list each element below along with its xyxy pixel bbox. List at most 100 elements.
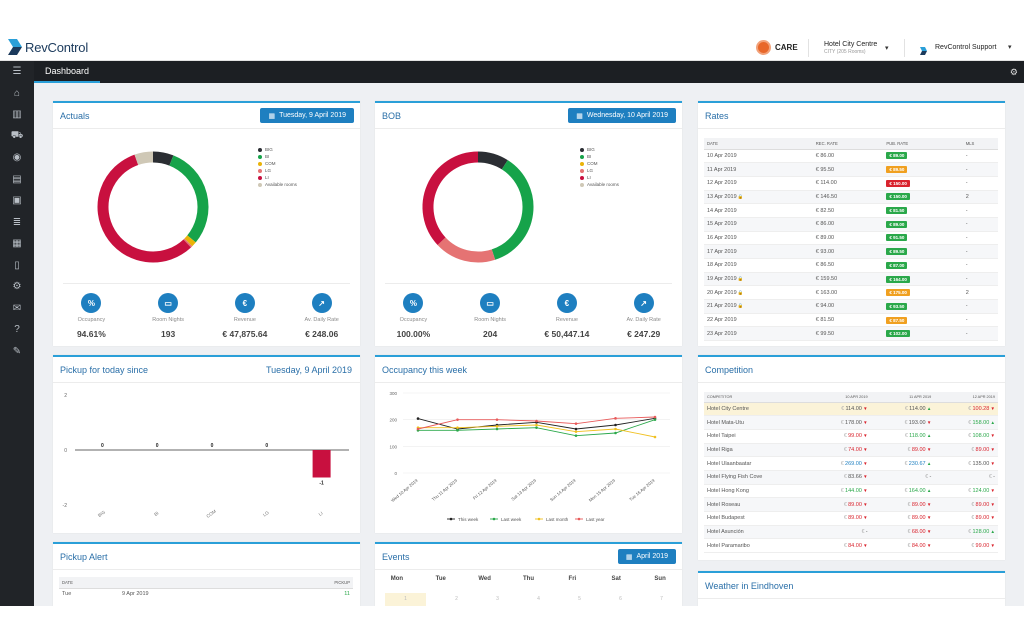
competitor-name[interactable]: Hotel Flying Fish Cove — [704, 470, 807, 485]
donut-slice-li[interactable] — [422, 151, 479, 245]
donut-slice-lg[interactable] — [183, 238, 193, 248]
data-point[interactable] — [574, 430, 578, 433]
data-point[interactable] — [495, 427, 499, 431]
data-point[interactable] — [495, 425, 499, 428]
legend-item[interactable]: LG — [258, 167, 297, 174]
table-row[interactable]: 20 Apr 2019 🔒 € 163.00 € 175.00 2 — [704, 285, 998, 301]
table-row[interactable]: 10 Apr 2019 € 86.00 € 89.00 - — [704, 149, 998, 164]
data-point[interactable] — [416, 417, 420, 420]
table-row[interactable]: Hotel Asunción € - € 68.00 ▼ € 128.00 ▲ — [704, 525, 998, 540]
calendar-icon[interactable]: ▦ — [12, 238, 22, 250]
table-row[interactable]: Tue 9 Apr 2019 11 — [59, 588, 353, 600]
table-row[interactable]: 12 Apr 2019 € 114.00 € 150.00 - — [704, 176, 998, 191]
legend-item[interactable]: BIG — [580, 146, 619, 153]
table-row[interactable]: Hotel Ulaanbaatar € 269.00 ▼ € 230.67 ▲ € 1… — [704, 456, 998, 471]
table-row[interactable]: Hotel Flying Fish Cove € 83.66 ▼ € - € - — [704, 470, 998, 485]
hotel-selector[interactable]: Hotel City Centre CITY (205 Rooms) — [824, 41, 877, 55]
chevron-down-icon[interactable]: ▾ — [885, 45, 889, 52]
table-row[interactable]: 15 Apr 2019 € 86.00 € 89.00 - — [704, 217, 998, 232]
table-row[interactable]: Hotel Riga € 74.00 ▼ € 89.00 ▼ € 89.00 ▼ — [704, 443, 998, 458]
date-cell[interactable]: 21 Apr 2019 🔒 — [704, 299, 813, 314]
table-row[interactable]: 21 Apr 2019 🔒 € 94.00 € 93.50 - — [704, 299, 998, 314]
settings-cogs-icon[interactable]: ⚙ — [1009, 67, 1018, 77]
bob-date-button[interactable]: ▦ Wednesday, 10 April 2019 — [568, 108, 676, 123]
date-cell[interactable]: 17 Apr 2019 — [704, 244, 813, 259]
pub-rate-badge[interactable]: € 87.00 — [886, 261, 908, 269]
menu-icon[interactable]: ☰ — [12, 66, 22, 78]
legend-item[interactable]: BI — [580, 153, 619, 160]
legend-item[interactable]: COM — [580, 160, 619, 167]
calendar-day[interactable]: 7 — [660, 596, 663, 602]
logo[interactable]: RevControl — [8, 39, 88, 55]
table-row[interactable]: Hotel Budapest € 89.00 ▼ € 89.00 ▼ € 89.00 … — [704, 511, 998, 526]
briefcase-icon[interactable]: ▣ — [12, 195, 22, 207]
legend-item[interactable]: COM — [258, 160, 297, 167]
mail-icon[interactable]: ✉ — [12, 302, 22, 314]
chart-icon[interactable]: ▥ — [12, 109, 22, 121]
competitor-name[interactable]: Hotel Mata-Utu — [704, 415, 807, 430]
legend-item[interactable]: BIG — [258, 146, 297, 153]
pub-rate-badge[interactable]: € 89.50 — [886, 248, 908, 256]
data-point[interactable] — [574, 434, 578, 437]
pub-rate-badge[interactable]: € 150.00 — [886, 179, 910, 187]
competitor-name[interactable]: Hotel Ulaanbaatar — [704, 456, 807, 471]
table-row[interactable]: Hotel Hong Kong € 144.00 ▼ € 164.00 ▲ € 124… — [704, 484, 998, 499]
calendar-day[interactable]: 5 — [578, 596, 581, 602]
date-cell[interactable]: 18 Apr 2019 — [704, 258, 813, 273]
chevron-down-icon[interactable]: ▾ — [1008, 44, 1012, 51]
edit-icon[interactable]: ✎ — [12, 345, 22, 357]
donut-slice-big[interactable] — [477, 151, 508, 170]
donut-slice-available-rooms[interactable] — [134, 151, 154, 166]
table-row[interactable]: Hotel City Centre € 114.00 ▼ € 114.00 ▲ € 1… — [704, 402, 998, 417]
legend-item[interactable]: BI — [258, 153, 297, 160]
home-icon[interactable]: ⌂ — [13, 87, 21, 99]
calculator-icon[interactable]: ▤ — [12, 173, 22, 185]
date-cell[interactable]: 10 Apr 2019 — [704, 149, 813, 164]
help-icon[interactable]: ? — [14, 324, 20, 336]
pub-rate-badge[interactable]: € 164.00 — [886, 275, 910, 283]
data-point[interactable] — [614, 431, 617, 435]
table-row[interactable]: 23 Apr 2019 € 99.50 € 102.00 - — [704, 326, 998, 342]
date-cell[interactable]: 13 Apr 2019 🔒 — [704, 190, 813, 205]
pub-rate-badge[interactable]: € 81.50 — [886, 207, 908, 215]
calendar-day[interactable]: 1 — [385, 593, 426, 606]
data-point[interactable] — [574, 427, 578, 431]
layers-icon[interactable]: ≣ — [12, 216, 22, 228]
table-row[interactable]: Hotel Mata-Utu € 178.00 ▼ € 193.00 ▼ € 158.… — [704, 415, 998, 430]
table-row[interactable]: 22 Apr 2019 € 81.50 € 87.50 - — [704, 313, 998, 328]
donut-slice-com[interactable] — [184, 235, 196, 247]
table-row[interactable]: 13 Apr 2019 🔒 € 146.50 € 150.00 2 — [704, 190, 998, 205]
competitor-name[interactable]: Hotel Asunción — [704, 525, 807, 540]
eye-icon[interactable]: ◉ — [12, 152, 22, 164]
competitor-name[interactable]: Hotel Riga — [704, 443, 807, 458]
pub-rate-badge[interactable]: € 89.50 — [886, 166, 908, 174]
competitor-name[interactable]: Hotel City Centre — [704, 402, 807, 417]
competitor-name[interactable]: Hotel Paramaribo — [704, 538, 807, 554]
competitor-name[interactable]: Hotel Hong Kong — [704, 484, 807, 499]
legend-item[interactable]: LI — [580, 174, 619, 181]
care-button[interactable]: CARE — [756, 40, 798, 55]
data-point[interactable] — [653, 418, 657, 421]
tab-dashboard[interactable]: Dashboard — [34, 61, 100, 83]
competitor-name[interactable]: Hotel Roseau — [704, 497, 807, 512]
cogs-icon[interactable]: ⚙ — [12, 281, 22, 293]
data-point[interactable] — [535, 426, 538, 429]
data-point[interactable] — [456, 418, 459, 421]
table-row[interactable]: 17 Apr 2019 € 93.00 € 89.50 - — [704, 244, 998, 259]
table-row[interactable]: 11 Apr 2019 € 95.50 € 89.50 - — [704, 162, 998, 177]
calendar-day[interactable]: 2 — [455, 596, 458, 602]
pub-rate-badge[interactable]: € 89.00 — [886, 220, 908, 228]
calendar-day[interactable]: 4 — [537, 596, 540, 602]
pub-rate-badge[interactable]: € 89.00 — [886, 152, 908, 160]
data-point[interactable] — [653, 415, 657, 419]
pub-rate-badge[interactable]: € 91.50 — [886, 234, 908, 242]
actuals-date-button[interactable]: ▦ Tuesday, 9 April 2019 — [260, 108, 354, 123]
competitor-name[interactable]: Hotel Budapest — [704, 511, 807, 526]
date-cell[interactable]: 23 Apr 2019 — [704, 326, 813, 342]
data-point[interactable] — [653, 435, 657, 439]
pub-rate-badge[interactable]: € 102.00 — [886, 330, 910, 338]
data-point[interactable] — [614, 417, 617, 420]
date-cell[interactable]: 15 Apr 2019 — [704, 217, 813, 232]
data-point[interactable] — [574, 422, 578, 425]
table-row[interactable]: Hotel Taipei € 99.00 ▼ € 118.00 ▲ € 108.00 … — [704, 429, 998, 444]
